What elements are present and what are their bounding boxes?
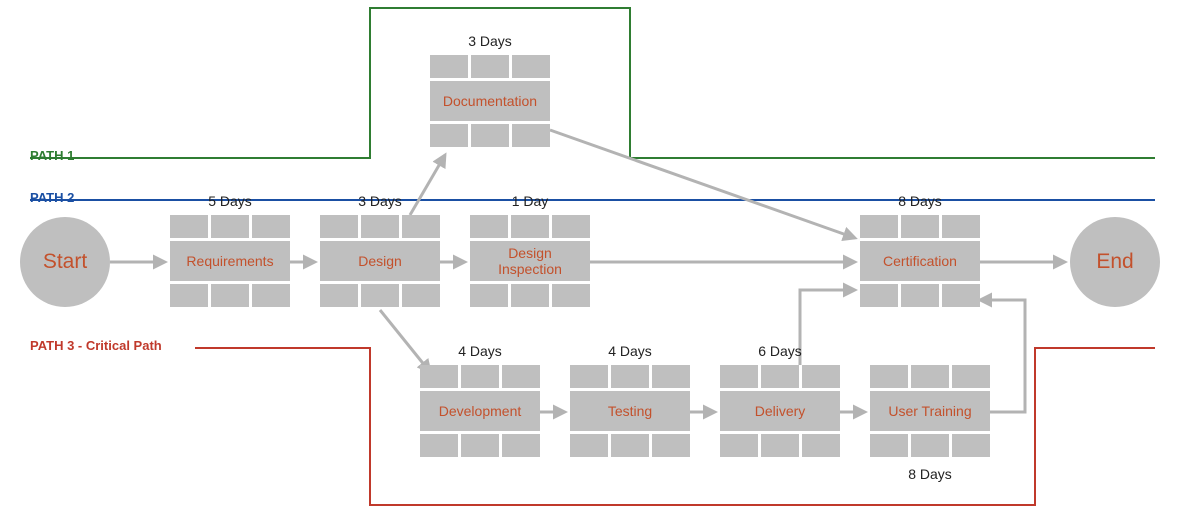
task-slot xyxy=(901,215,939,238)
task-delivery: Delivery xyxy=(720,365,840,457)
task-slot xyxy=(502,365,540,388)
task-slot xyxy=(512,55,550,78)
task-requirements: Requirements xyxy=(170,215,290,307)
task-days-requirements: 5 Days xyxy=(208,193,252,209)
task-slot xyxy=(802,365,840,388)
task-certification: Certification xyxy=(860,215,980,307)
task-slot xyxy=(870,365,908,388)
flow-arrow xyxy=(380,310,430,372)
task-slot xyxy=(942,284,980,307)
task-documentation: Documentation xyxy=(430,55,550,147)
task-slot xyxy=(420,434,458,457)
task-slot xyxy=(511,284,549,307)
task-slot xyxy=(911,365,949,388)
task-label: User Training xyxy=(870,391,990,431)
task-slot xyxy=(320,284,358,307)
task-slot xyxy=(361,215,399,238)
task-slot xyxy=(402,284,440,307)
task-slot xyxy=(470,284,508,307)
path3-label: PATH 3 - Critical Path xyxy=(30,338,162,353)
task-slot xyxy=(611,365,649,388)
diagram-canvas: Start End Requirements 5 Days Design 3 Days De… xyxy=(0,0,1180,514)
task-days-design_inspection: 1 Day xyxy=(512,193,549,209)
task-label: Development xyxy=(420,391,540,431)
start-node: Start xyxy=(20,217,110,307)
task-slot xyxy=(652,365,690,388)
task-slot xyxy=(911,434,949,457)
task-slot xyxy=(720,365,758,388)
task-slot xyxy=(252,215,290,238)
task-label: Requirements xyxy=(170,241,290,281)
end-node: End xyxy=(1070,217,1160,307)
flow-arrow xyxy=(410,155,445,215)
task-slot xyxy=(470,215,508,238)
task-label: Documentation xyxy=(430,81,550,121)
task-days-testing: 4 Days xyxy=(608,343,652,359)
task-label: Certification xyxy=(860,241,980,281)
task-slot xyxy=(952,434,990,457)
task-slot xyxy=(430,55,468,78)
task-slot xyxy=(461,434,499,457)
task-slot xyxy=(471,124,509,147)
path1-label: PATH 1 xyxy=(30,148,74,163)
task-slot xyxy=(942,215,980,238)
flow-arrow xyxy=(800,290,855,365)
task-label: Design xyxy=(320,241,440,281)
task-slot xyxy=(570,434,608,457)
task-slot xyxy=(420,365,458,388)
task-slot xyxy=(761,365,799,388)
task-slot xyxy=(761,434,799,457)
task-slot xyxy=(170,284,208,307)
task-slot xyxy=(502,434,540,457)
task-slot xyxy=(320,215,358,238)
task-slot xyxy=(570,365,608,388)
task-slot xyxy=(611,434,649,457)
path1-outline xyxy=(30,8,1155,158)
task-slot xyxy=(252,284,290,307)
task-slot xyxy=(511,215,549,238)
task-days-certification: 8 Days xyxy=(898,193,942,209)
task-slot xyxy=(170,215,208,238)
task-user_training: User Training xyxy=(870,365,990,457)
task-slot xyxy=(802,434,840,457)
task-slot xyxy=(430,124,468,147)
task-design_inspection: DesignInspection xyxy=(470,215,590,307)
task-slot xyxy=(860,215,898,238)
task-days-design: 3 Days xyxy=(358,193,402,209)
task-slot xyxy=(461,365,499,388)
task-slot xyxy=(211,284,249,307)
path2-label: PATH 2 xyxy=(30,190,74,205)
task-slot xyxy=(901,284,939,307)
task-slot xyxy=(552,215,590,238)
task-slot xyxy=(361,284,399,307)
task-slot xyxy=(552,284,590,307)
task-slot xyxy=(652,434,690,457)
task-slot xyxy=(402,215,440,238)
task-label: Testing xyxy=(570,391,690,431)
task-testing: Testing xyxy=(570,365,690,457)
task-slot xyxy=(870,434,908,457)
task-slot xyxy=(860,284,898,307)
task-label: Delivery xyxy=(720,391,840,431)
task-slot xyxy=(512,124,550,147)
task-slot xyxy=(471,55,509,78)
task-development: Development xyxy=(420,365,540,457)
task-slot xyxy=(211,215,249,238)
task-design: Design xyxy=(320,215,440,307)
flow-arrow xyxy=(550,130,855,238)
task-label: DesignInspection xyxy=(470,241,590,281)
task-days-development: 4 Days xyxy=(458,343,502,359)
task-slot xyxy=(952,365,990,388)
task-days-documentation: 3 Days xyxy=(468,33,512,49)
task-days-user_training: 8 Days xyxy=(908,466,952,482)
task-slot xyxy=(720,434,758,457)
task-days-delivery: 6 Days xyxy=(758,343,802,359)
